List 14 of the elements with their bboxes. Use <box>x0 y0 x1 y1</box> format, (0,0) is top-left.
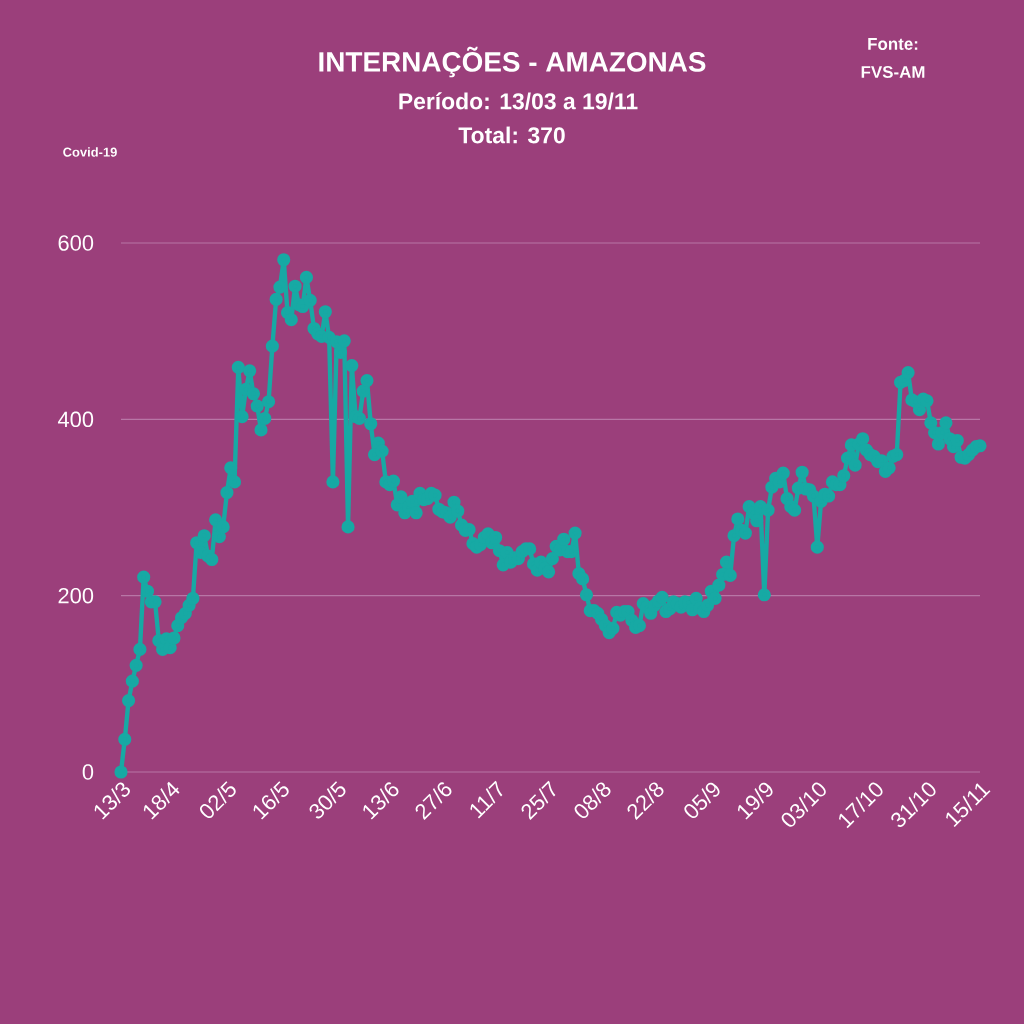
x-tick-label: 05/9 <box>684 782 720 819</box>
chart-title: INTERNAÇÕES - AMAZONAS <box>319 46 706 78</box>
x-tick-label: 02/5 <box>199 781 236 819</box>
x-tick-label: 08/8 <box>574 782 611 819</box>
text: Covid-19 <box>63 147 117 157</box>
source-note: Fonte: <box>868 38 918 50</box>
y-tick-label: 600 <box>58 235 94 251</box>
text: FVS-AM <box>861 66 925 78</box>
y-tick-label: 0 <box>82 764 94 780</box>
x-tick-label: 11/7 <box>470 780 503 819</box>
y-tick-label: 400 <box>57 411 94 428</box>
chart-subtitle: Período: 13/03 a 19/11 <box>399 92 638 110</box>
text: Total: 370 <box>458 126 565 144</box>
y-tick-label: 200 <box>58 587 94 604</box>
